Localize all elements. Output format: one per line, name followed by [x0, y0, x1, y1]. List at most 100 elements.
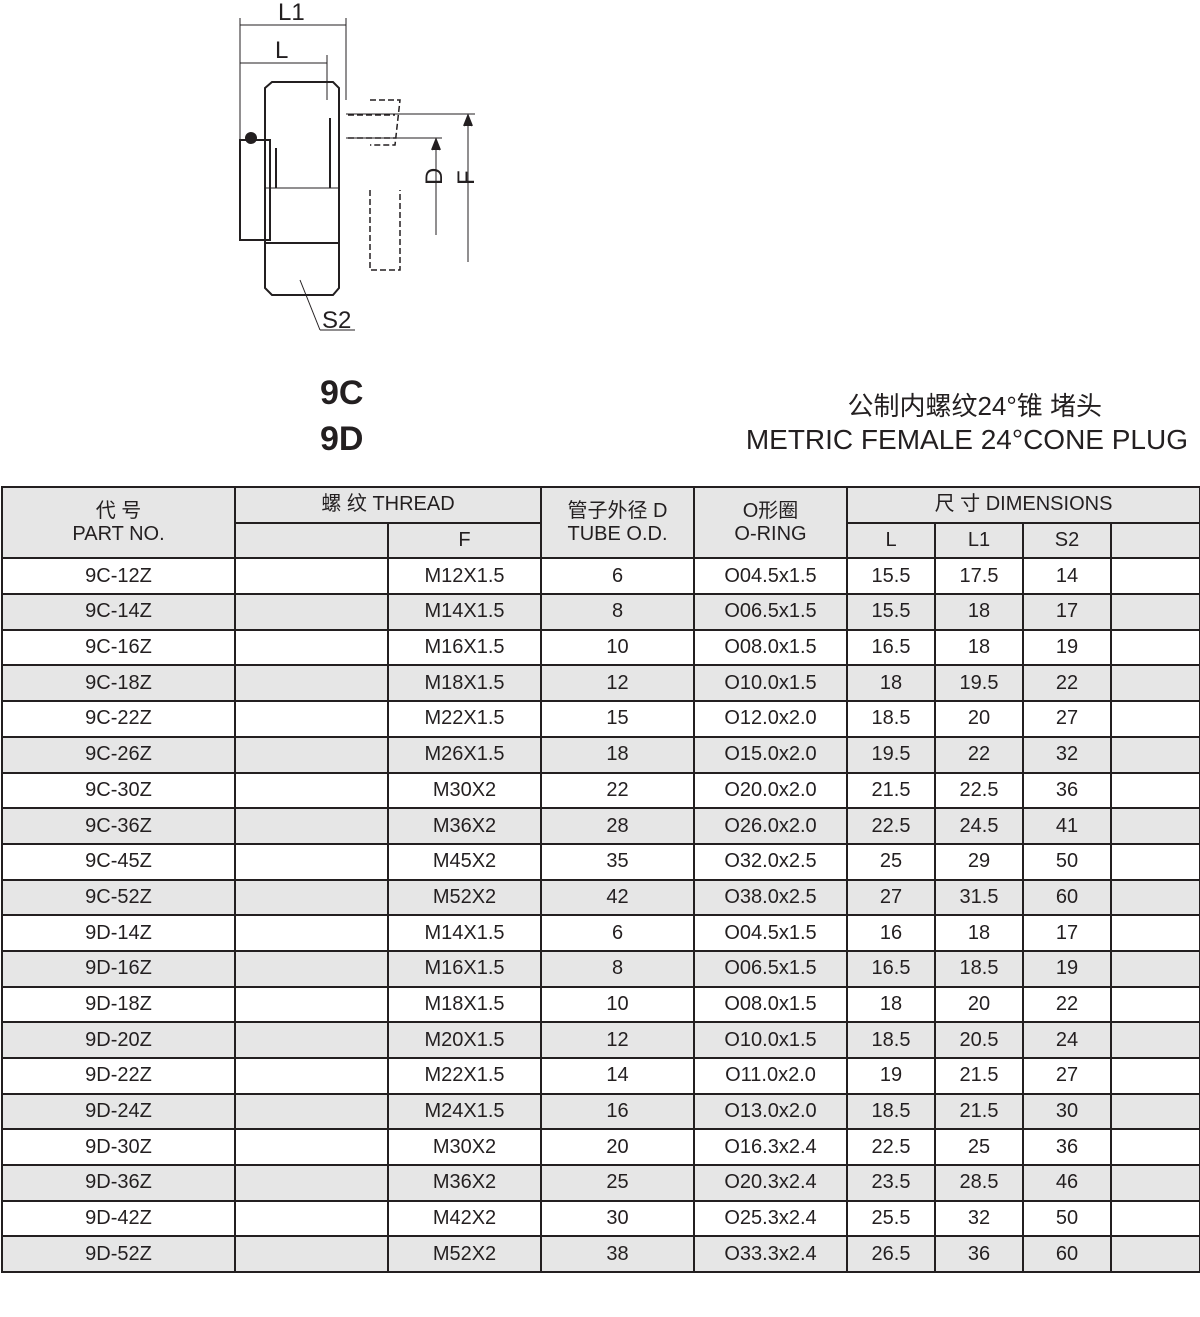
- table-row: 9D-36Z M36X2 25 O20.3x2.4 23.5 28.5 46: [1, 1164, 1200, 1202]
- table-cell: O15.0x2.0: [693, 735, 848, 774]
- label-s2: S2: [322, 307, 351, 334]
- label-l1: L1: [278, 0, 305, 26]
- header-thread: 螺 纹 THREAD: [234, 486, 542, 524]
- table-cell: 9C-45Z: [1, 842, 236, 881]
- table-cell: M16X1.5: [387, 949, 542, 988]
- table-cell: O20.3x2.4: [693, 1164, 848, 1202]
- table-cell: [234, 593, 389, 631]
- table-cell: 14: [540, 1057, 695, 1095]
- table-cell: 9D-22Z: [1, 1057, 236, 1095]
- table-cell: [234, 1235, 389, 1274]
- table-cell: 30: [1022, 1092, 1112, 1131]
- table-cell: 30: [540, 1199, 695, 1238]
- table-cell: [1109, 700, 1200, 738]
- table-cell: 19: [846, 1057, 936, 1095]
- table-cell: 21.5: [846, 771, 936, 810]
- table-cell: 36: [1022, 1128, 1112, 1167]
- table-cell: 42: [540, 878, 695, 917]
- table-cell: M30X2: [387, 771, 542, 810]
- table-cell: 18: [934, 914, 1024, 952]
- table-cell: [234, 771, 389, 810]
- table-cell: [234, 1164, 389, 1202]
- table-cell: 14: [1022, 557, 1112, 596]
- header-part-en: PART NO.: [72, 522, 165, 545]
- table-cell: 9D-16Z: [1, 949, 236, 988]
- table-cell: [234, 1092, 389, 1131]
- model-code-9c: 9C: [320, 374, 364, 412]
- table-cell: 22: [1022, 985, 1112, 1024]
- table-cell: O26.0x2.0: [693, 807, 848, 845]
- table-cell: 27: [1022, 1057, 1112, 1095]
- model-code-9d: 9D: [320, 420, 364, 458]
- table-cell: 17: [1022, 914, 1112, 952]
- table-cell: O38.0x2.5: [693, 878, 848, 917]
- table-cell: [1109, 1057, 1200, 1095]
- table-cell: 10: [540, 628, 695, 667]
- fitting-drawing: L1 L D F S2: [239, 0, 480, 334]
- table-cell: 9C-14Z: [1, 593, 236, 631]
- table-cell: 29: [934, 842, 1024, 881]
- table-cell: O12.0x2.0: [693, 700, 848, 738]
- table-cell: 25: [540, 1164, 695, 1202]
- table-cell: M30X2: [387, 1128, 542, 1167]
- table-cell: 9C-36Z: [1, 807, 236, 845]
- table-cell: M14X1.5: [387, 914, 542, 952]
- table-row: 9D-20Z M20X1.5 12 O10.0x1.5 18.5 20.5 24: [1, 1021, 1200, 1059]
- table-cell: 25.5: [846, 1199, 936, 1238]
- table-cell: 10: [540, 985, 695, 1024]
- table-cell: 19: [1022, 628, 1112, 667]
- table-cell: [1109, 1021, 1200, 1059]
- table-cell: M42X2: [387, 1199, 542, 1238]
- table-cell: O08.0x1.5: [693, 628, 848, 667]
- table-cell: [234, 628, 389, 667]
- table-cell: M52X2: [387, 878, 542, 917]
- table-row: 9D-18Z M18X1.5 10 O08.0x1.5 18 20 22: [1, 985, 1200, 1024]
- table-cell: 9D-14Z: [1, 914, 236, 952]
- table-cell: 28: [540, 807, 695, 845]
- table-row: 9C-52Z M52X2 42 O38.0x2.5 27 31.5 60: [1, 878, 1200, 917]
- table-cell: 9C-30Z: [1, 771, 236, 810]
- header-tube-en: TUBE O.D.: [567, 522, 668, 545]
- table-cell: M14X1.5: [387, 593, 542, 631]
- table-cell: 19: [1022, 949, 1112, 988]
- table-cell: [234, 985, 389, 1024]
- table-cell: 8: [540, 949, 695, 988]
- table-cell: 9C-52Z: [1, 878, 236, 917]
- table-cell: 26.5: [846, 1235, 936, 1274]
- table-cell: 19.5: [846, 735, 936, 774]
- table-cell: 20: [934, 985, 1024, 1024]
- header-blank: [1109, 521, 1200, 560]
- table-cell: [234, 1199, 389, 1238]
- header-thread-f: F: [387, 521, 542, 560]
- table-cell: M26X1.5: [387, 735, 542, 774]
- table-cell: 16.5: [846, 949, 936, 988]
- table-cell: 22.5: [934, 771, 1024, 810]
- table-cell: O25.3x2.4: [693, 1199, 848, 1238]
- table-cell: 24: [1022, 1021, 1112, 1059]
- table-cell: M52X2: [387, 1235, 542, 1274]
- header-tube: 管子外径 D TUBE O.D.: [540, 485, 695, 560]
- table-cell: O08.0x1.5: [693, 985, 848, 1024]
- table-cell: 15.5: [846, 593, 936, 631]
- table-cell: 9C-22Z: [1, 700, 236, 738]
- table-cell: 18.5: [846, 1021, 936, 1059]
- table-cell: 9D-36Z: [1, 1164, 236, 1202]
- table-row: 9C-36Z M36X2 28 O26.0x2.0 22.5 24.5 41: [1, 807, 1200, 845]
- header-oring-en: O-RING: [734, 522, 807, 545]
- table-cell: 21.5: [934, 1057, 1024, 1095]
- table-cell: O13.0x2.0: [693, 1092, 848, 1131]
- table-cell: [1109, 628, 1200, 667]
- table-cell: 9C-18Z: [1, 664, 236, 703]
- table-cell: [1109, 593, 1200, 631]
- table-cell: [234, 1057, 389, 1095]
- table-cell: 27: [1022, 700, 1112, 738]
- table-cell: M36X2: [387, 1164, 542, 1202]
- header-part-cn: 代 号: [95, 499, 142, 522]
- table-cell: 20.5: [934, 1021, 1024, 1059]
- table-cell: M36X2: [387, 807, 542, 845]
- table-cell: 17.5: [934, 557, 1024, 596]
- table-row: 9D-14Z M14X1.5 6 O04.5x1.5 16 18 17: [1, 914, 1200, 952]
- table-row: 9C-45Z M45X2 35 O32.0x2.5 25 29 50: [1, 842, 1200, 881]
- table-row: 9C-26Z M26X1.5 18 O15.0x2.0 19.5 22 32: [1, 735, 1200, 774]
- table-cell: O10.0x1.5: [693, 1021, 848, 1059]
